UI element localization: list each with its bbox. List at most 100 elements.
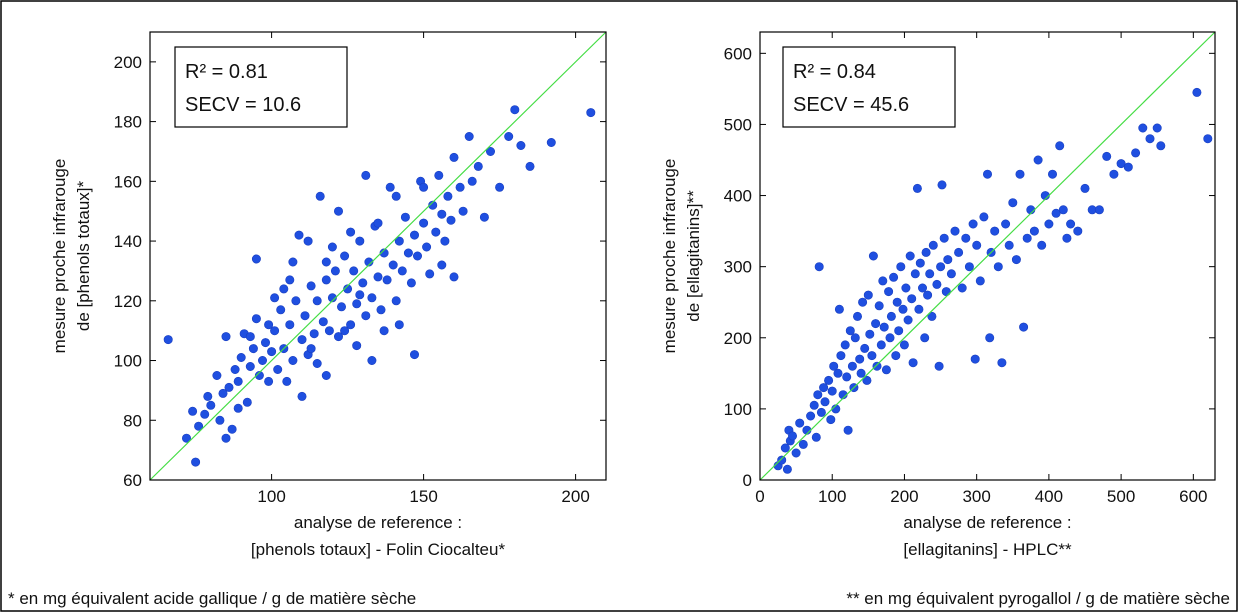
scatter-point (827, 386, 837, 396)
scatter-point (212, 370, 222, 380)
footnote-right: ** en mg équivalent pyrogallol / g de ma… (846, 589, 1230, 608)
scatter-point (1094, 205, 1104, 215)
scatter-point (455, 182, 465, 192)
scatter-point (346, 320, 356, 330)
scatter-point (780, 443, 790, 453)
scatter-point (291, 296, 301, 306)
scatter-point (182, 433, 192, 443)
scatter-point (382, 275, 392, 285)
scatter-point (898, 304, 908, 314)
scatter-point (1109, 169, 1119, 179)
scatter-point (950, 226, 960, 236)
scatter-point (1156, 141, 1166, 151)
scatter-point (892, 297, 902, 307)
scatter-point (881, 365, 891, 375)
scatter-point (896, 262, 906, 272)
y-tick-label: 100 (724, 400, 752, 419)
scatter-points (163, 105, 596, 467)
scatter-point (970, 354, 980, 364)
scatter-point (327, 242, 337, 252)
scatter-point (233, 376, 243, 386)
scatter-point (412, 251, 422, 261)
scatter-point (806, 411, 816, 421)
scatter-point (1203, 134, 1213, 144)
scatter-point (858, 297, 868, 307)
scatter-point (303, 236, 313, 246)
secv-text: SECV = 10.6 (185, 94, 301, 116)
scatter-point (309, 329, 319, 339)
scatter-point (868, 251, 878, 261)
scatter-point (406, 278, 416, 288)
scatter-point (437, 209, 447, 219)
scatter-point (397, 266, 407, 276)
y-axis-label-line1: mesure proche infrarouge (660, 159, 679, 354)
secv-text: SECV = 45.6 (793, 94, 909, 116)
scatter-point (464, 132, 474, 142)
x-axis-label-line2: [phenols totaux] - Folin Ciocalteu* (251, 540, 506, 559)
x-axis-label-line1: analyse de reference : (903, 513, 1071, 532)
chart-ellagitanins: 0 100 200 300 400 500 600 0100200300400500600 … (660, 31, 1216, 559)
scatter-point (373, 218, 383, 228)
scatter-point (934, 361, 944, 371)
scatter-point (340, 326, 350, 336)
y-tick-label: 60 (123, 471, 142, 490)
scatter-point (443, 191, 453, 201)
stats-box: R² = 0.84 SECV = 45.6 (782, 46, 956, 128)
x-tick-label: 200 (561, 487, 589, 506)
scatter-point (777, 455, 787, 465)
scatter-point (400, 212, 410, 222)
scatter-point (248, 344, 258, 354)
scatter-point (364, 257, 374, 267)
scatter-point (961, 233, 971, 243)
scatter-point (391, 296, 401, 306)
scatter-point (937, 180, 947, 190)
scatter-point (867, 351, 877, 361)
scatter-point (979, 212, 989, 222)
scatter-point (188, 406, 198, 416)
scatter-point (288, 355, 298, 365)
scatter-point (798, 439, 808, 449)
scatter-point (782, 464, 792, 474)
scatter-point (321, 275, 331, 285)
scatter-point (885, 333, 895, 343)
scatter-point (946, 269, 956, 279)
y-axis-label-line2: de [ellagitanins]** (684, 190, 703, 322)
scatter-point (282, 376, 292, 386)
scatter-point (516, 141, 526, 151)
scatter-point (985, 333, 995, 343)
scatter-point (860, 343, 870, 353)
plot-axes (149, 31, 607, 481)
scatter-point (336, 302, 346, 312)
y-tick-label: 200 (114, 53, 142, 72)
scatter-point (865, 329, 875, 339)
scatter-point (449, 272, 459, 282)
chart-phenols: 100 150 200 60 80 100 120 140 160 180 200 R² = 0.… (50, 31, 607, 559)
scatter-point (273, 364, 283, 374)
scatter-point (811, 432, 821, 442)
footnote-left: * en mg équivalent acide gallique / g de… (8, 589, 416, 608)
scatter-point (242, 397, 252, 407)
scatter-point (878, 276, 888, 286)
scatter-point (1051, 208, 1061, 218)
scatter-point (194, 421, 204, 431)
scatter-point (349, 266, 359, 276)
scatter-point (795, 418, 805, 428)
scatter-point (245, 332, 255, 342)
scatter-point (285, 275, 295, 285)
scatter-point (279, 284, 289, 294)
scatter-point (270, 293, 280, 303)
scatter-point (352, 341, 362, 351)
y-tick-label: 140 (114, 232, 142, 251)
scatter-point (300, 311, 310, 321)
scatter-point (862, 375, 872, 385)
scatter-point (852, 311, 862, 321)
scatter-point (820, 397, 830, 407)
scatter-point (982, 169, 992, 179)
scatter-point (1138, 123, 1148, 133)
scatter-point (899, 340, 909, 350)
x-axis-ticks: 100 150 200 (257, 32, 590, 506)
scatter-point (907, 294, 917, 304)
y-tick-label: 400 (724, 187, 752, 206)
x-tick-label: 500 (1107, 487, 1135, 506)
scatter-point (1131, 148, 1141, 158)
